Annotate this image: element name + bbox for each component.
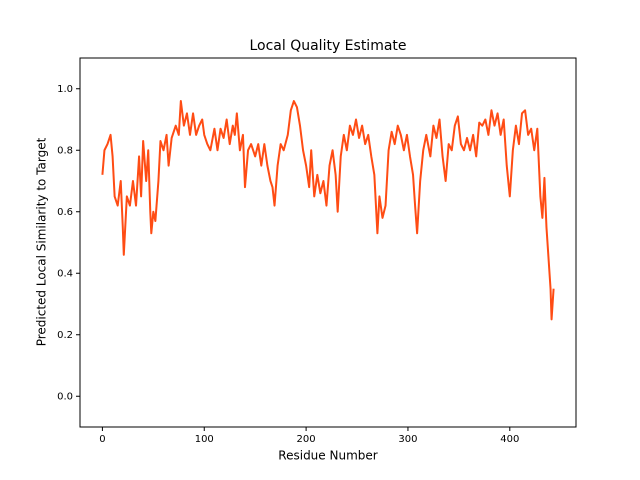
chart-title: Local Quality Estimate: [249, 38, 406, 54]
x-tick-label: 100: [195, 434, 214, 445]
data-line: [101, 100, 555, 321]
y-tick-label: 0.0: [57, 391, 73, 402]
y-tick-label: 0.8: [57, 145, 73, 156]
x-axis-label: Residue Number: [278, 449, 377, 463]
y-tick-label: 0.4: [57, 268, 73, 279]
x-tick-label: 300: [398, 434, 417, 445]
axes-frame: [79, 57, 577, 428]
y-axis-label: Predicted Local Similarity to Target: [35, 137, 49, 346]
y-tick-label: 0.6: [57, 207, 73, 218]
x-tick-label: 0: [99, 434, 105, 445]
y-tick-label: 1.0: [57, 84, 73, 95]
y-tick-label: 0.2: [57, 330, 73, 341]
x-tick-label: 400: [500, 434, 519, 445]
x-tick-label: 200: [297, 434, 316, 445]
